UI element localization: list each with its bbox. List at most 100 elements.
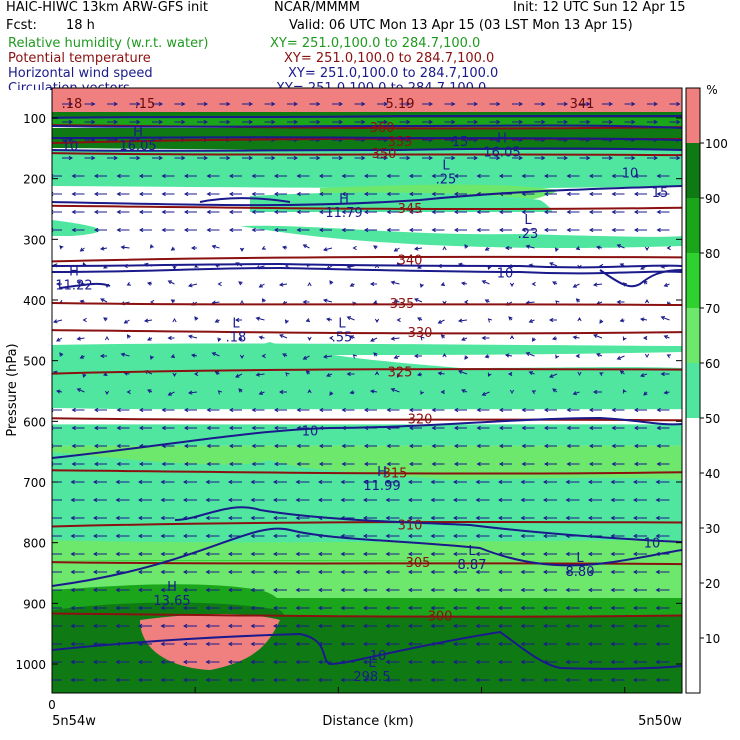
circulation-vector	[52, 588, 62, 592]
circulation-vector	[393, 247, 400, 252]
circulation-vector	[452, 605, 467, 611]
circulation-vector	[227, 515, 242, 521]
circulation-vector	[497, 623, 512, 629]
circulation-vector	[542, 515, 557, 521]
circulation-vector	[250, 569, 265, 575]
circulation-vector	[115, 479, 130, 485]
circulation-vector	[115, 677, 130, 683]
circulation-vector	[520, 497, 535, 503]
circulation-vector	[123, 319, 130, 324]
circulation-vector	[437, 371, 445, 376]
circulation-vector	[129, 119, 141, 125]
circulation-vector	[261, 245, 267, 250]
circulation-vector	[93, 173, 107, 179]
circulation-vector	[587, 515, 602, 521]
circulation-vector	[70, 515, 85, 521]
circulation-vector	[610, 659, 625, 665]
extremum-marker: L	[576, 551, 584, 566]
circulation-vector	[362, 587, 377, 593]
circulation-vector	[633, 227, 647, 233]
circulation-vector	[566, 209, 580, 215]
wind-contour	[52, 124, 682, 129]
circulation-vector	[475, 605, 490, 611]
circulation-vector	[309, 119, 321, 125]
circulation-vector	[452, 623, 467, 629]
circulation-vector	[419, 283, 424, 288]
theta-label: 345	[398, 202, 423, 217]
circulation-vector	[520, 587, 535, 593]
circulation-vector	[228, 425, 242, 431]
circulation-vector	[566, 425, 580, 431]
wind-contour	[52, 147, 682, 152]
circulation-vector	[633, 443, 647, 449]
circulation-vector	[318, 407, 332, 413]
circulation-vector	[656, 209, 670, 215]
extremum-marker: L	[524, 213, 532, 228]
circulation-vector	[579, 101, 591, 107]
theta-label: 305	[406, 556, 431, 571]
circulation-vector	[115, 659, 130, 665]
circulation-vector	[205, 587, 220, 593]
circulation-vector	[161, 191, 175, 197]
circulation-vector	[183, 227, 197, 233]
circulation-vector	[639, 317, 648, 322]
circulation-vector	[565, 515, 580, 521]
circulation-vector	[385, 569, 400, 575]
circulation-vector	[633, 191, 647, 197]
theta-contour	[52, 612, 682, 618]
circulation-vector	[340, 623, 355, 629]
circulation-vector	[92, 623, 107, 629]
circulation-vector	[587, 479, 602, 485]
circulation-vector	[512, 119, 524, 125]
circulation-vector	[655, 677, 670, 683]
rh-band	[52, 421, 682, 446]
circulation-vector	[632, 497, 647, 503]
circulation-vector	[386, 173, 400, 179]
circulation-vector	[484, 299, 490, 304]
circulation-vector	[467, 101, 479, 107]
circulation-vector	[99, 246, 108, 251]
circulation-vector	[92, 533, 107, 539]
circulation-vector	[385, 551, 400, 557]
circulation-vector	[82, 373, 87, 378]
circulation-vector	[660, 371, 670, 377]
circulation-vector	[250, 479, 265, 485]
circulation-vector	[295, 677, 310, 683]
circulation-vector	[565, 569, 580, 575]
circulation-vector	[565, 659, 580, 665]
circulation-vector	[385, 587, 400, 593]
circulation-vector	[475, 479, 490, 485]
circulation-vector	[214, 318, 220, 323]
circulation-vector	[143, 318, 153, 323]
y-tick-label: 1000	[15, 658, 46, 672]
circulation-vector	[476, 425, 490, 431]
circulation-vector	[93, 443, 107, 449]
circulation-vector	[116, 443, 130, 449]
circulation-vector	[452, 551, 467, 557]
wind-speed-label: 10	[622, 167, 639, 182]
circulation-vector	[205, 623, 220, 629]
circulation-vector	[396, 317, 401, 323]
circulation-vector	[452, 479, 467, 485]
circulation-vector	[272, 479, 287, 485]
theta-contour	[52, 469, 682, 475]
circulation-vector	[76, 336, 85, 341]
circulation-vector	[385, 677, 400, 683]
circulation-vector	[341, 443, 355, 449]
circulation-vector	[170, 246, 176, 251]
circulation-vector	[363, 209, 377, 215]
circulation-vector	[666, 245, 671, 251]
circulation-vector	[234, 317, 242, 323]
circulation-vector	[663, 335, 670, 340]
circulation-vector	[160, 515, 175, 521]
circulation-vector	[273, 425, 287, 431]
circulation-vector	[295, 659, 310, 665]
circulation-vector	[632, 533, 647, 539]
circulation-vector	[251, 173, 265, 179]
circulation-vector	[84, 155, 96, 161]
circulation-vector	[272, 677, 287, 683]
circulation-vector	[551, 336, 558, 341]
circulation-vector	[520, 659, 535, 665]
circulation-vector	[362, 497, 377, 503]
circulation-vector	[349, 282, 355, 287]
